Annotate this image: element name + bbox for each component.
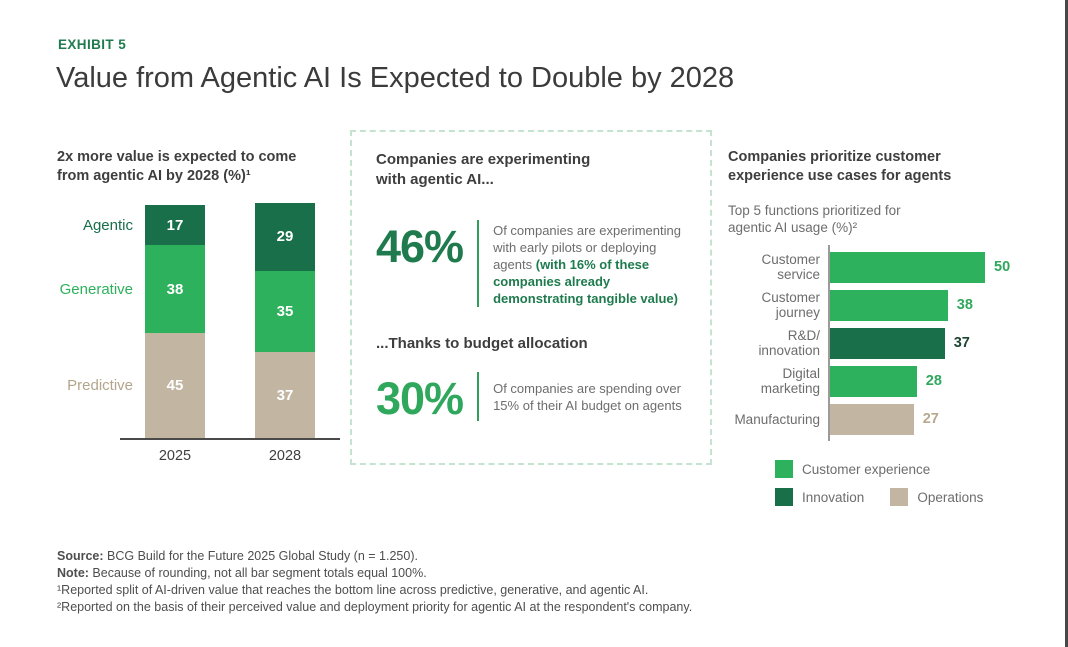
stacked-chart-title: 2x more value is expected to come from a… bbox=[57, 149, 297, 184]
hbar-label-r-d-innovation: R&D/innovation bbox=[758, 328, 820, 358]
hbar-row-r-d-innovation: R&D/innovation 37 bbox=[728, 324, 1043, 362]
hbar-bar-customer-journey bbox=[830, 289, 948, 321]
stacked-bars: 17 38 45 29 35 37 bbox=[145, 203, 315, 439]
hbar-value-r-d-innovation: 37 bbox=[953, 335, 970, 351]
legend-label-innovation: Innovation bbox=[802, 489, 865, 505]
stat1-divider bbox=[477, 220, 480, 307]
segment-agentic-2025: 17 bbox=[145, 205, 205, 245]
legend-item-operations: Operations bbox=[890, 488, 983, 506]
x-axis-line bbox=[120, 438, 340, 441]
footer-line-2-bold: Note: bbox=[57, 566, 89, 580]
hbar-label-customer-service: Customer service bbox=[761, 252, 820, 282]
hbar-bar-digital-marketing bbox=[830, 365, 917, 397]
horizontal-bar-chart: Customer service 50 Customer journey 38 R&D/in… bbox=[728, 245, 1043, 441]
legend-swatch-customer-experience bbox=[775, 460, 793, 478]
y-axis-line bbox=[828, 245, 830, 441]
legend-row: Customer experience bbox=[775, 460, 1043, 478]
stacked-bar-chart: Agentic Generative Predictive 17 38 45 29 35 37… bbox=[57, 203, 357, 464]
hbar-value-customer-service: 50 bbox=[994, 259, 1011, 275]
category-label-2028: 2028 bbox=[268, 448, 302, 465]
legend-item-customer-experience: Customer experience bbox=[775, 460, 930, 478]
legend-label-operations: Operations bbox=[917, 489, 984, 505]
footer-notes: Source: BCG Build for the Future 2025 Gl… bbox=[57, 548, 692, 616]
footer-line-3: ¹Reported split of AI-driven value that … bbox=[57, 583, 649, 597]
stacked-bar-2025: 17 38 45 bbox=[145, 205, 205, 439]
stats-subheading: ...Thanks to budget allocation bbox=[376, 335, 588, 352]
stat1-value: 46% bbox=[376, 221, 464, 272]
page-right-border bbox=[1065, 0, 1068, 647]
legend-item-innovation: Innovation bbox=[775, 488, 864, 506]
stat-experimenting: 46% Of companies are experimenting with … bbox=[376, 220, 686, 307]
footer-line-4: ²Reported on the basis of their perceive… bbox=[57, 600, 693, 614]
hbar-value-customer-journey: 38 bbox=[956, 297, 973, 313]
stat1-text-plain: Of companies are experimenting with earl… bbox=[493, 223, 681, 272]
stat2-divider bbox=[477, 372, 480, 421]
panel-hbar-chart: Companies prioritize customer experience… bbox=[728, 148, 1043, 506]
hbar-row-digital-marketing: Digital marketing 28 bbox=[728, 362, 1043, 400]
hbar-label-customer-journey: Customer journey bbox=[761, 290, 820, 320]
hbar-chart-title: Companies prioritize customer experience… bbox=[728, 149, 952, 184]
panel-stacked-chart: 2x more value is expected to come from a… bbox=[57, 148, 357, 464]
series-label-agentic: Agentic bbox=[82, 216, 133, 234]
stat1-text-bold: (with 16% of these companies already dem… bbox=[493, 257, 678, 306]
segment-predictive-2025: 45 bbox=[145, 333, 205, 439]
stat1-description: Of companies are experimenting with earl… bbox=[493, 220, 686, 307]
chart-legend: Customer experience Innovation Operations bbox=[775, 460, 1043, 506]
hbar-bar-manufacturing bbox=[830, 403, 914, 435]
footer-line-1: Source: BCG Build for the Future 2025 Gl… bbox=[57, 549, 418, 563]
hbar-row-manufacturing: Manufacturing 27 bbox=[728, 400, 1043, 438]
category-label-2025: 2025 bbox=[158, 448, 192, 465]
hbar-bar-customer-service bbox=[830, 251, 985, 283]
series-label-predictive: Predictive bbox=[67, 377, 133, 395]
hbar-label-digital-marketing: Digital marketing bbox=[760, 366, 820, 396]
footer-line-2: Note: Because of rounding, not all bar s… bbox=[57, 566, 427, 580]
stacked-category-labels: 2025 2028 bbox=[145, 448, 357, 464]
segment-generative-2028: 35 bbox=[255, 270, 315, 353]
stacked-bar-2028: 29 35 37 bbox=[255, 203, 315, 439]
series-label-generative: Generative bbox=[59, 280, 133, 298]
footer-line-1-bold: Source: bbox=[57, 549, 104, 563]
exhibit-label: EXHIBIT 5 bbox=[58, 37, 127, 52]
hbar-chart-subtitle: Top 5 functions prioritized for agentic … bbox=[728, 203, 901, 235]
segment-agentic-2028: 29 bbox=[255, 203, 315, 271]
hbar-label-manufacturing: Manufacturing bbox=[734, 411, 820, 427]
page-title: Value from Agentic AI Is Expected to Dou… bbox=[56, 62, 735, 94]
segment-predictive-2028: 37 bbox=[255, 352, 315, 439]
legend-swatch-innovation bbox=[775, 488, 793, 506]
stats-heading: Companies are experimenting with agentic… bbox=[376, 151, 591, 188]
hbar-row-customer-service: Customer service 50 bbox=[728, 248, 1043, 286]
hbar-value-manufacturing: 27 bbox=[922, 411, 939, 427]
panel-stats-box: Companies are experimenting with agentic… bbox=[350, 130, 712, 465]
hbar-bar-r-d-innovation bbox=[830, 327, 945, 359]
legend-label-customer-experience: Customer experience bbox=[802, 461, 931, 477]
stat2-value: 30% bbox=[376, 373, 464, 424]
legend-row: Innovation Operations bbox=[775, 488, 1043, 506]
segment-generative-2025: 38 bbox=[145, 244, 205, 334]
stat2-description: Of companies are spending over 15% of th… bbox=[493, 381, 682, 413]
legend-swatch-operations bbox=[890, 488, 909, 506]
stat-budget: 30% Of companies are spending over 15% o… bbox=[376, 372, 686, 421]
hbar-row-customer-journey: Customer journey 38 bbox=[728, 286, 1043, 324]
hbar-value-digital-marketing: 28 bbox=[925, 373, 942, 389]
stacked-series-labels: Agentic Generative Predictive bbox=[57, 205, 145, 438]
